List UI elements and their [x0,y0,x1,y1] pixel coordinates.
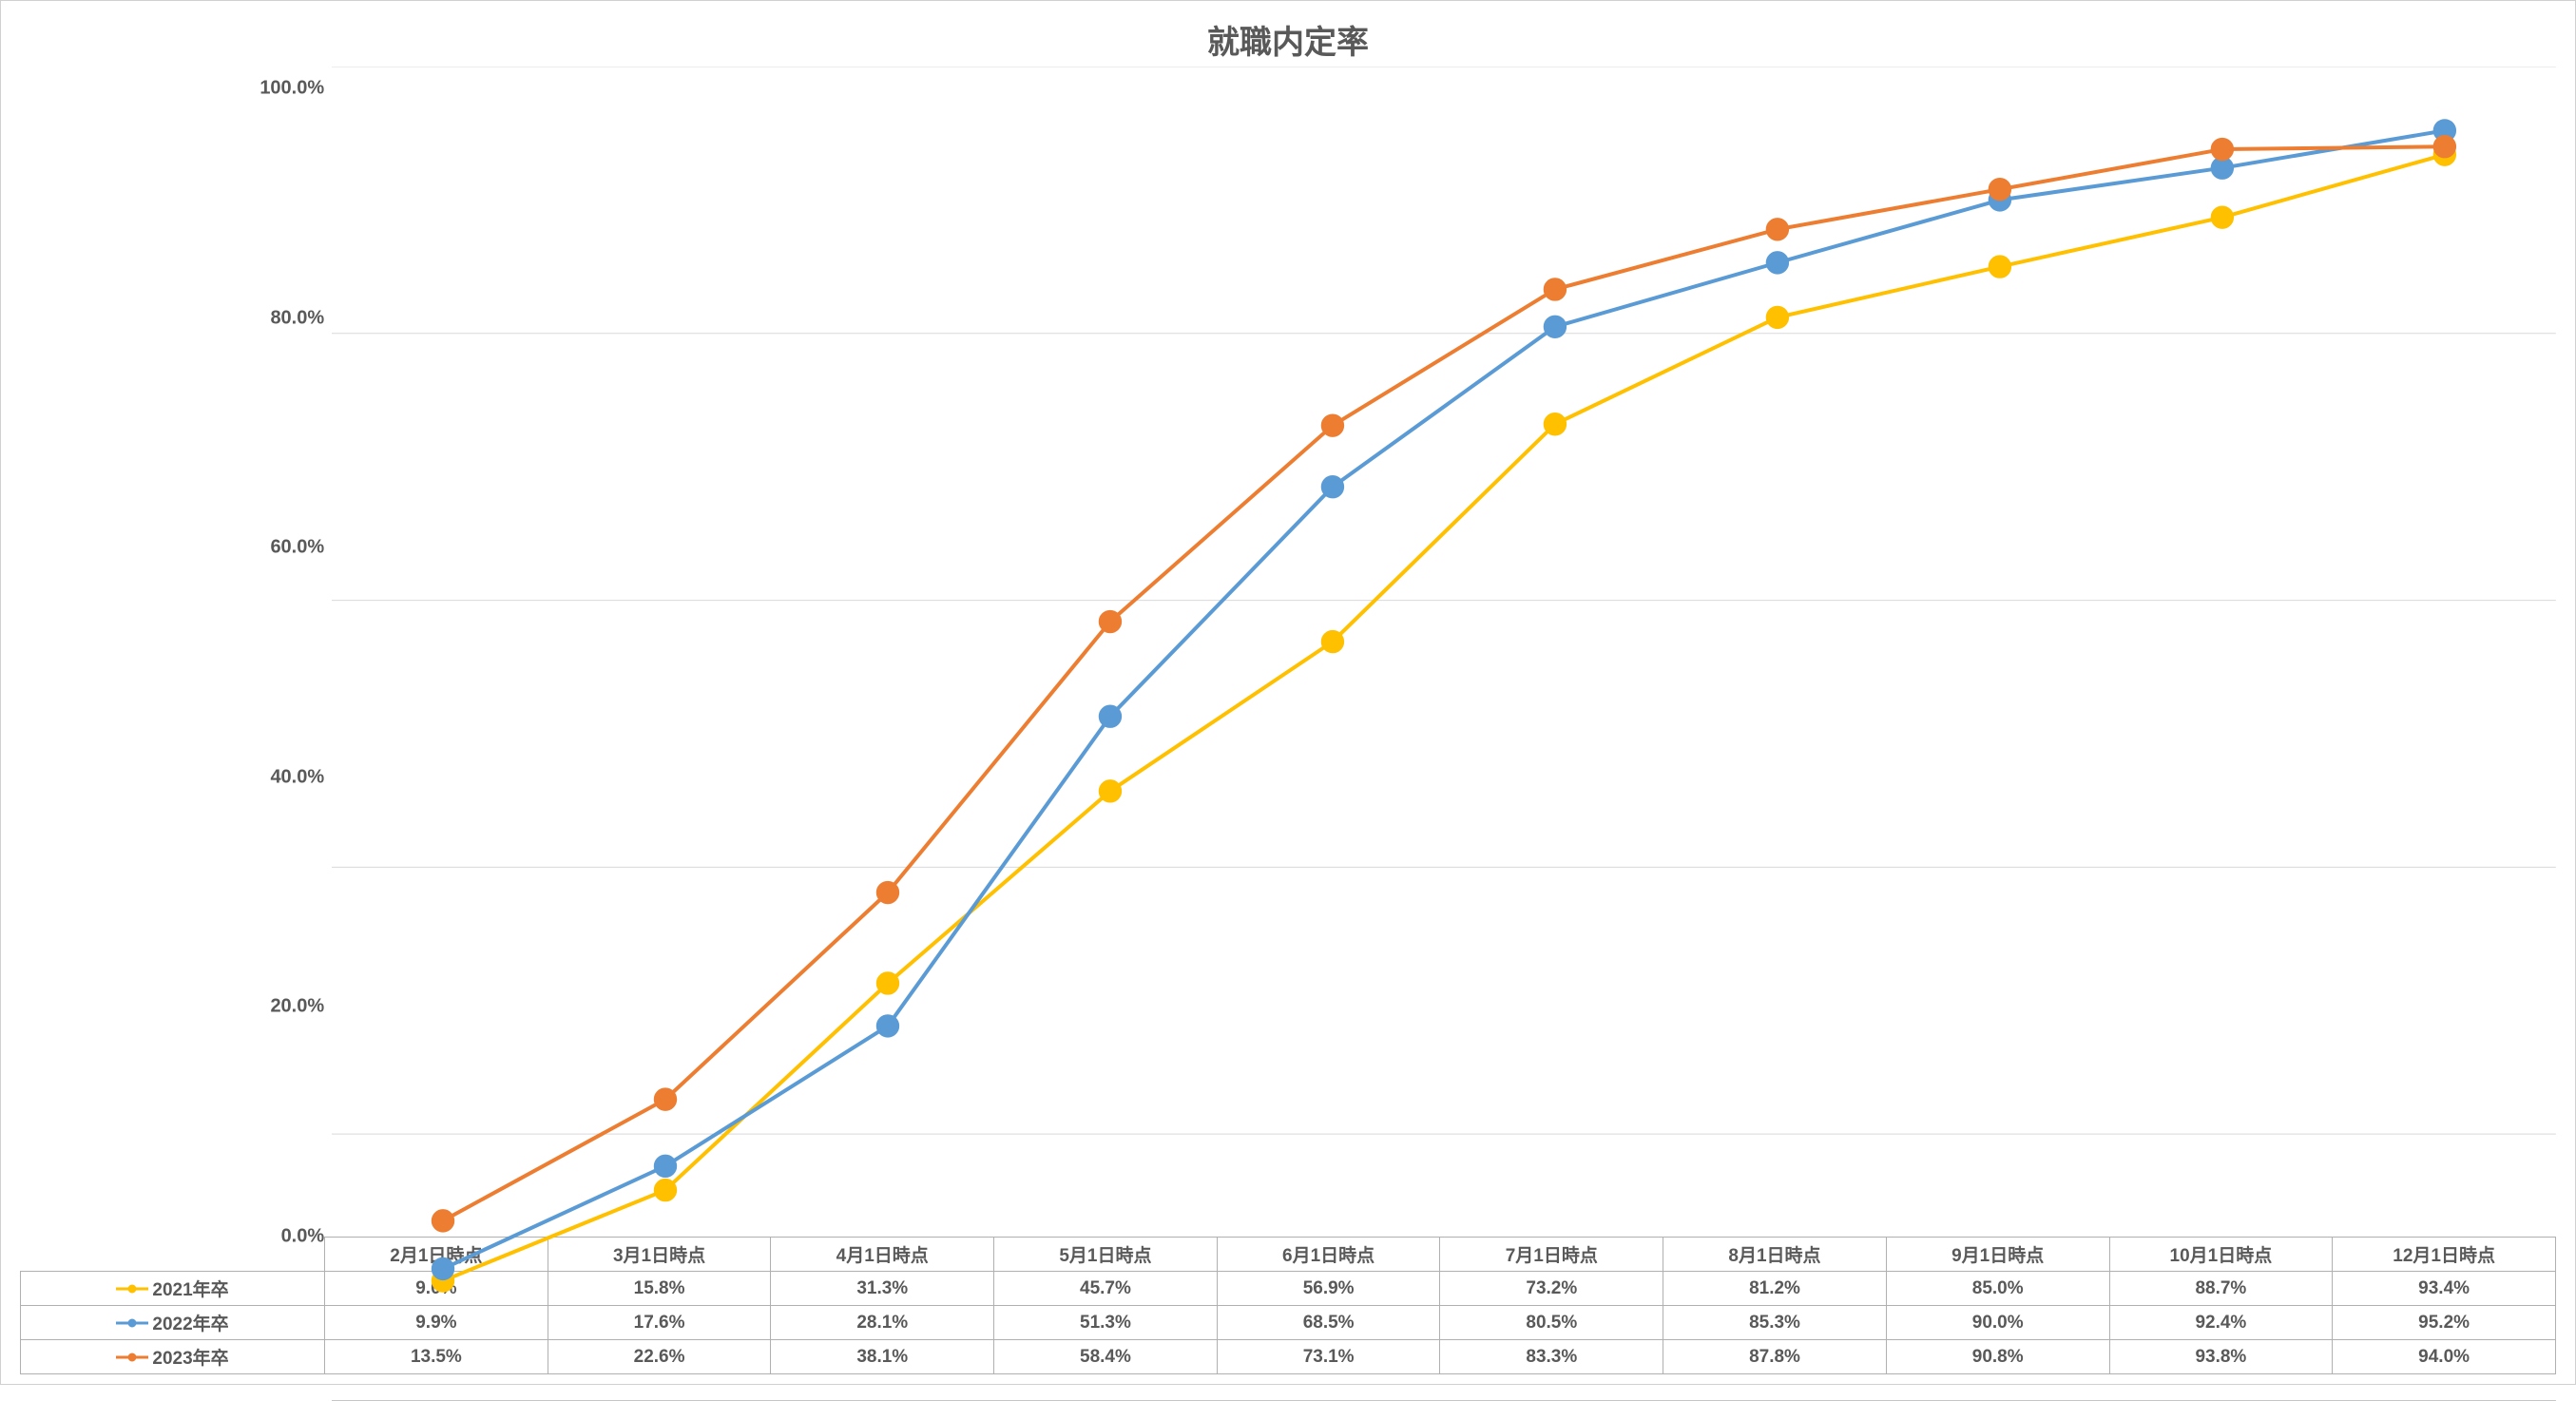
chart-title: 就職内定率 [20,16,2556,63]
legend-label: 2022年卒 [152,1310,228,1335]
series-marker [654,1155,676,1177]
series-marker [1766,252,1788,274]
series-marker [2433,136,2455,158]
series-marker [1099,705,1121,727]
series-marker [2211,138,2233,160]
series-marker [876,881,898,903]
chart-body: 100.0%80.0%60.0%40.0%20.0%0.0% [20,67,2556,1237]
chart-container: 就職内定率 100.0%80.0%60.0%40.0%20.0%0.0% 2月1… [0,0,2576,1385]
y-tick-label: 80.0% [20,307,324,329]
y-tick-label: 40.0% [20,766,324,788]
series-marker [432,1257,453,1279]
series-line [443,146,2445,1220]
series-marker [1544,316,1566,337]
series-marker [876,1015,898,1037]
legend-label: 2023年卒 [152,1344,228,1370]
y-axis: 100.0%80.0%60.0%40.0%20.0%0.0% [20,67,332,1237]
plot-area [332,67,2556,1401]
series-marker [1989,256,2010,278]
legend-swatch [116,1351,148,1364]
series-marker [1321,476,1343,498]
series-marker [1544,278,1566,300]
series-marker [654,1088,676,1110]
y-tick-label: 60.0% [20,537,324,559]
series-marker [1766,219,1788,240]
series-marker [432,1210,453,1232]
table-row-header: 2022年卒 [21,1306,325,1340]
series-marker [1099,610,1121,632]
series-marker [1989,178,2010,200]
series-marker [1766,306,1788,328]
series-marker [876,972,898,994]
y-tick-label: 0.0% [20,1225,324,1247]
series-marker [1544,413,1566,435]
table-row-header: 2021年卒 [21,1272,325,1306]
legend-label: 2021年卒 [152,1276,228,1301]
series-marker [1321,630,1343,652]
series-marker [1099,780,1121,802]
legend-swatch [116,1316,148,1330]
legend-swatch [116,1282,148,1295]
plot-wrap [332,67,2556,1237]
table-row-header: 2023年卒 [21,1340,325,1374]
y-tick-label: 100.0% [20,78,324,100]
series-marker [2211,206,2233,228]
series-line [443,130,2445,1269]
series-line [443,155,2445,1281]
y-tick-label: 20.0% [20,996,324,1018]
series-marker [654,1179,676,1200]
series-marker [1321,414,1343,436]
